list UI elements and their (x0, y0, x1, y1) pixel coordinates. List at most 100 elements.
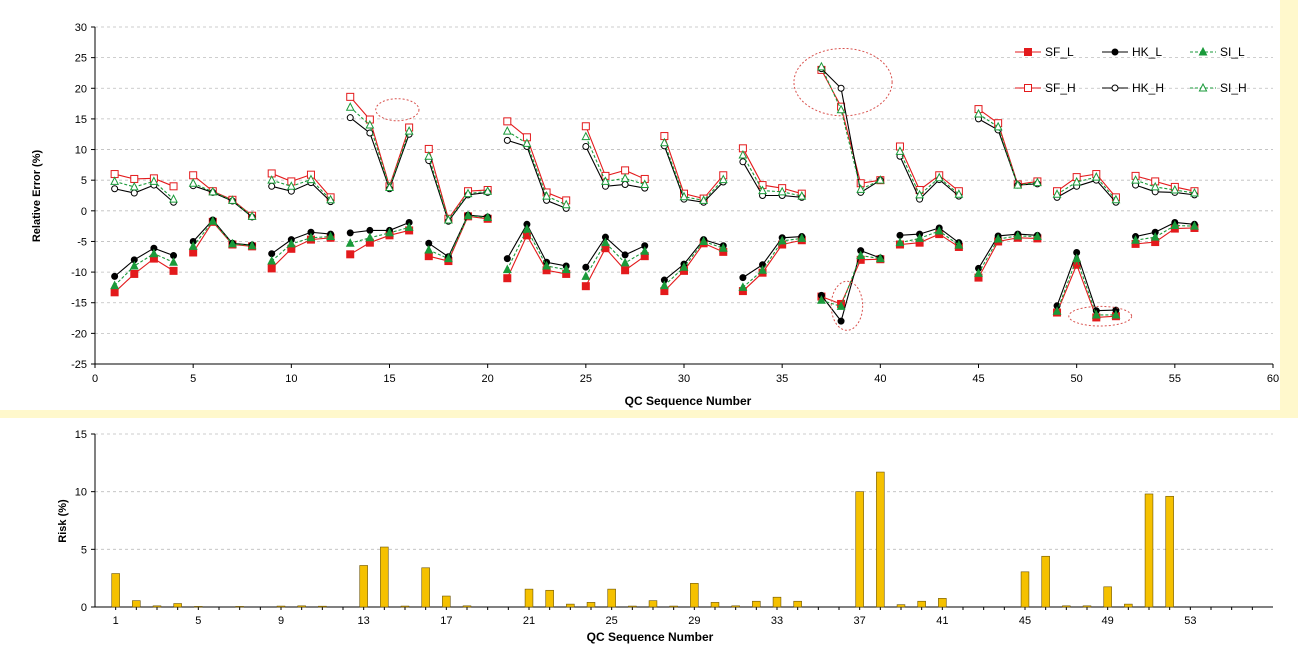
bar (152, 605, 162, 608)
x-tick-label: 45 (972, 373, 984, 385)
y-tick-label: 20 (75, 83, 87, 95)
point-si-h (601, 176, 610, 185)
x-tick-label: 29 (688, 615, 700, 627)
bar (586, 602, 596, 608)
point-sf-l (169, 266, 178, 275)
x-tick-label: 41 (936, 615, 948, 627)
series-line-hk-h (899, 156, 960, 201)
legend-label-hk-h: HK_H (1132, 81, 1164, 95)
series-sf-l (110, 212, 1199, 322)
point-si-h (974, 108, 983, 118)
bar (524, 588, 534, 608)
series-line-hk-h (192, 185, 253, 218)
series-sf-h (110, 65, 1199, 223)
point-si-l (1111, 309, 1121, 319)
x-tick-label: 45 (1019, 615, 1031, 627)
series-line-sf-h (585, 126, 645, 180)
bar (1103, 586, 1112, 608)
series-line-si-h (663, 142, 724, 201)
point-si-h (1052, 189, 1062, 198)
point-si-l (149, 248, 159, 258)
point-si-h (365, 119, 375, 129)
bar (690, 583, 699, 608)
point-si-l (208, 216, 218, 225)
point-si-h (561, 199, 571, 209)
legend-marker-si-l (1198, 46, 1208, 56)
background-band-bottom (0, 410, 1298, 418)
series-line-sf-h (1135, 175, 1195, 192)
series-line-hk-h (821, 68, 881, 194)
series-line-sf-h (663, 135, 724, 200)
series-line-sf-h (820, 69, 881, 184)
point-si-h (1032, 177, 1042, 187)
bar (793, 600, 802, 608)
point-si-l (129, 260, 139, 270)
series-line-hk-h (1135, 184, 1195, 196)
bar (1165, 495, 1174, 608)
bar (628, 605, 637, 608)
point-si-l (326, 231, 336, 241)
bar (194, 606, 203, 608)
point-sf-l (581, 282, 590, 291)
point-hk-l (739, 274, 747, 282)
bar (545, 589, 554, 608)
series-line-sf-l (742, 239, 802, 292)
series-line-sf-h (1056, 173, 1117, 198)
point-sf-h (130, 174, 139, 183)
series-line-sf-h (899, 146, 960, 192)
series-line-hk-h (742, 161, 802, 198)
bar (359, 565, 368, 608)
y-tick-label: -20 (71, 328, 87, 340)
point-hk-h (366, 129, 374, 137)
series-line-hk-l (271, 231, 331, 255)
point-sf-l (267, 264, 276, 273)
point-si-l (738, 282, 748, 291)
point-si-h (836, 104, 846, 114)
series-line-si-l (899, 230, 960, 246)
series-line-si-l (114, 253, 174, 286)
point-hk-l (268, 250, 276, 258)
bar (173, 603, 182, 608)
point-si-l (1091, 309, 1101, 319)
point-si-l (247, 240, 257, 250)
point-si-l (679, 262, 689, 271)
point-si-h (875, 175, 885, 184)
series-line-sf-h (114, 173, 174, 187)
legend-marker-hk-l (1111, 48, 1119, 56)
point-si-h (718, 174, 728, 184)
top-x-axis-label: QC Sequence Number (625, 394, 752, 408)
series-line-hk-l (1056, 250, 1116, 312)
series-line-hk-l (585, 236, 645, 268)
point-si-h (640, 179, 650, 188)
y-tick-label: 5 (81, 175, 87, 187)
series-line-sf-l (506, 234, 567, 279)
point-si-h (188, 178, 198, 187)
bar (1082, 605, 1092, 608)
series-line-sf-l (663, 242, 724, 292)
bar (938, 598, 947, 608)
x-tick-label: 49 (1102, 615, 1114, 627)
point-si-l (542, 260, 551, 270)
series-line-si-h (978, 113, 1038, 186)
point-si-l (1190, 221, 1199, 230)
point-si-l (954, 240, 964, 249)
point-si-l (502, 264, 512, 274)
y-tick-label: 10 (75, 487, 87, 499)
series-line-hk-l (820, 249, 881, 323)
point-si-l (522, 224, 532, 233)
series-line-si-l (350, 226, 410, 244)
point-si-h (758, 185, 767, 195)
series-line-sf-l (114, 257, 174, 293)
point-sf-l (346, 250, 355, 259)
point-si-h (954, 189, 964, 198)
relative-error-chart: -25 -20 -15 -10 -5 0 5 10 15 20 25 30 0 5 10 15 20 25 30 35… (71, 22, 1279, 385)
series-line-si-l (742, 237, 802, 288)
point-si-h (699, 195, 709, 204)
point-sf-h (169, 182, 178, 191)
series-line-sf-l (349, 229, 410, 255)
highlight-ellipse (375, 98, 420, 122)
bar (669, 605, 678, 608)
point-si-h (110, 176, 120, 185)
